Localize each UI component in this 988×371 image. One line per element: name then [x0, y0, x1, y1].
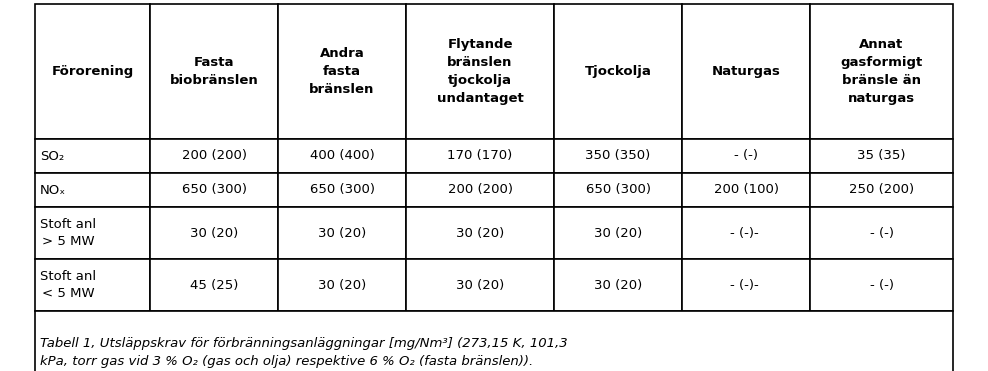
Bar	[554, 4, 682, 139]
Text: Tjockolja: Tjockolja	[585, 65, 651, 78]
Bar	[682, 173, 810, 207]
Text: 30 (20): 30 (20)	[190, 227, 238, 240]
Text: 250 (200): 250 (200)	[849, 184, 914, 197]
Text: 650 (300): 650 (300)	[309, 184, 374, 197]
Bar	[810, 259, 953, 311]
Bar	[278, 259, 406, 311]
Bar	[35, 139, 150, 173]
Text: 350 (350): 350 (350)	[585, 150, 651, 162]
Bar	[35, 207, 150, 259]
Bar	[810, 173, 953, 207]
Text: Fasta
biobränslen: Fasta biobränslen	[170, 56, 259, 87]
Bar	[150, 139, 278, 173]
Bar	[150, 4, 278, 139]
Text: 30 (20): 30 (20)	[594, 279, 642, 292]
Bar	[406, 139, 554, 173]
Bar	[554, 173, 682, 207]
Bar	[150, 173, 278, 207]
Text: 170 (170): 170 (170)	[448, 150, 513, 162]
Text: SO₂: SO₂	[40, 150, 64, 162]
Text: 200 (200): 200 (200)	[448, 184, 513, 197]
Bar	[278, 173, 406, 207]
Text: 650 (300): 650 (300)	[182, 184, 246, 197]
Bar	[554, 139, 682, 173]
Bar	[150, 259, 278, 311]
Bar	[150, 207, 278, 259]
Text: - (-): - (-)	[734, 150, 758, 162]
Bar	[35, 311, 953, 371]
Bar	[682, 4, 810, 139]
Text: 30 (20): 30 (20)	[455, 279, 504, 292]
Text: - (-): - (-)	[869, 279, 893, 292]
Text: NOₓ: NOₓ	[40, 184, 66, 197]
Text: 30 (20): 30 (20)	[318, 227, 367, 240]
Bar	[682, 207, 810, 259]
Bar	[810, 139, 953, 173]
Bar	[406, 4, 554, 139]
Text: Förorening: Förorening	[51, 65, 133, 78]
Text: 30 (20): 30 (20)	[594, 227, 642, 240]
Text: 45 (25): 45 (25)	[190, 279, 238, 292]
Text: 35 (35): 35 (35)	[858, 150, 906, 162]
Text: Stoft anl
> 5 MW: Stoft anl > 5 MW	[40, 218, 96, 248]
Text: Tabell 1, Utsläppskrav för förbränningsanläggningar [mg/Nm³] (273,15 K, 101,3: Tabell 1, Utsläppskrav för förbränningsa…	[40, 336, 568, 349]
Text: kPa, torr gas vid 3 % O₂ (gas och olja) respektive 6 % O₂ (fasta bränslen)).: kPa, torr gas vid 3 % O₂ (gas och olja) …	[40, 355, 534, 368]
Bar	[810, 4, 953, 139]
Text: - (-)-: - (-)-	[729, 227, 763, 240]
Text: Flytande
bränslen
tjockolja
undantaget: Flytande bränslen tjockolja undantaget	[437, 38, 524, 105]
Bar	[406, 259, 554, 311]
Bar	[35, 173, 150, 207]
Bar	[278, 4, 406, 139]
Bar	[810, 207, 953, 259]
Text: 30 (20): 30 (20)	[455, 227, 504, 240]
Text: 400 (400): 400 (400)	[309, 150, 374, 162]
Bar	[682, 139, 810, 173]
Text: Naturgas: Naturgas	[711, 65, 781, 78]
Text: Andra
fasta
bränslen: Andra fasta bränslen	[309, 47, 374, 96]
Bar	[35, 259, 150, 311]
Text: 30 (20): 30 (20)	[318, 279, 367, 292]
Bar	[35, 4, 150, 139]
Text: 200 (100): 200 (100)	[713, 184, 779, 197]
Bar	[406, 207, 554, 259]
Bar	[278, 139, 406, 173]
Text: 200 (200): 200 (200)	[182, 150, 246, 162]
Text: 650 (300): 650 (300)	[586, 184, 650, 197]
Text: - (-): - (-)	[869, 227, 893, 240]
Bar	[278, 207, 406, 259]
Text: Annat
gasformigt
bränsle än
naturgas: Annat gasformigt bränsle än naturgas	[841, 38, 923, 105]
Text: Stoft anl
< 5 MW: Stoft anl < 5 MW	[40, 270, 96, 300]
Bar	[682, 259, 810, 311]
Bar	[554, 259, 682, 311]
Bar	[554, 207, 682, 259]
Bar	[406, 173, 554, 207]
Text: - (-)-: - (-)-	[729, 279, 763, 292]
